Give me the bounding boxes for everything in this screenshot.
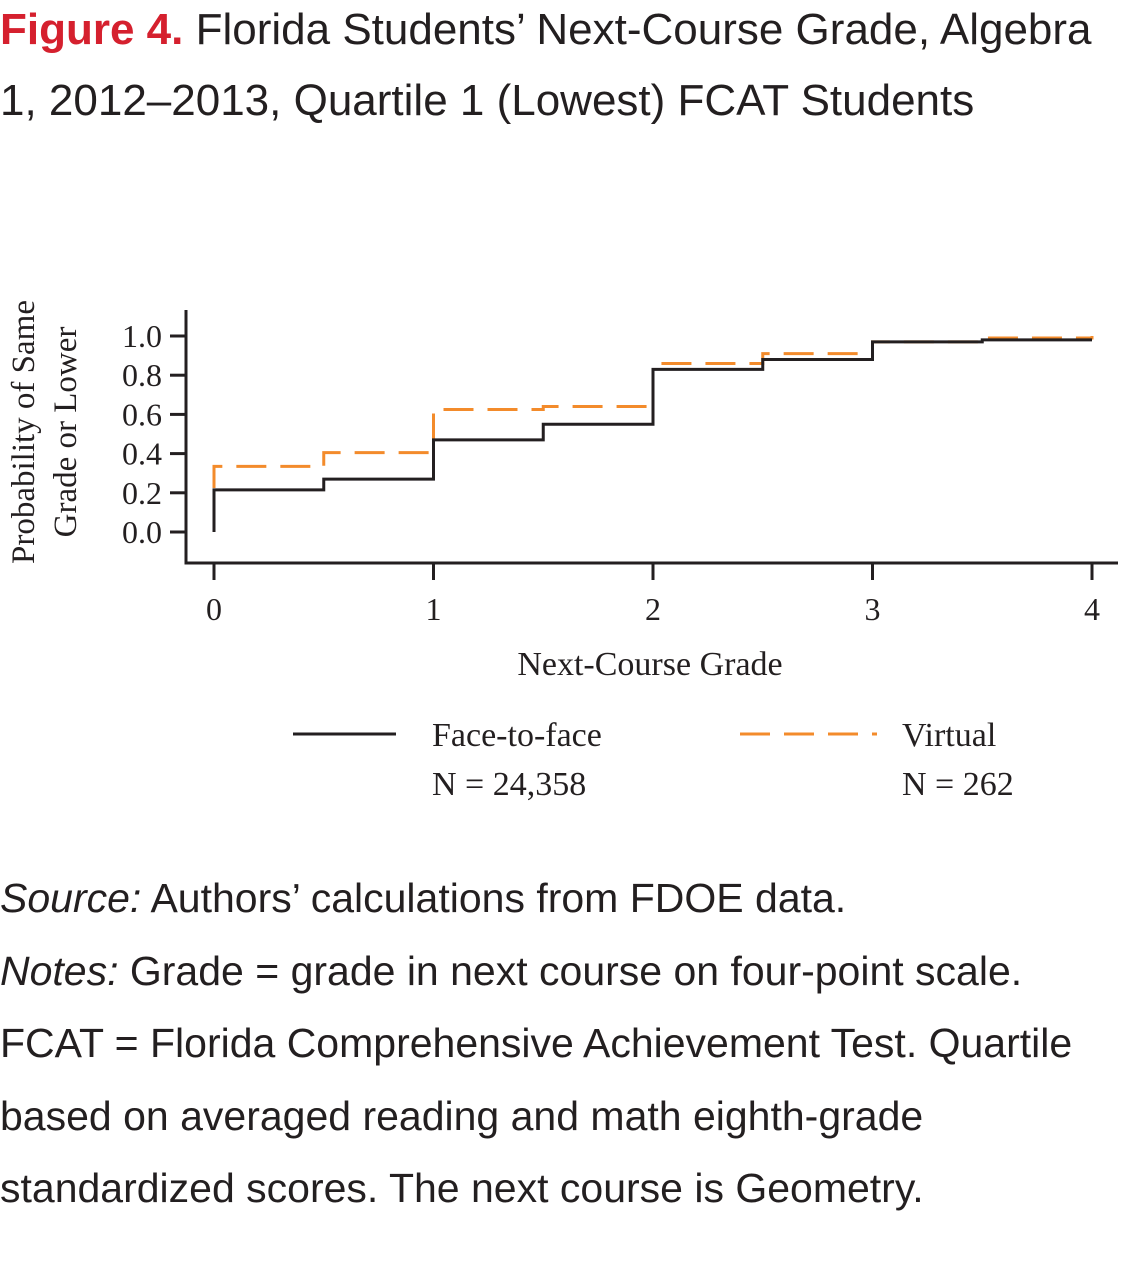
y-tick-label: 0.6 [122, 396, 162, 432]
notes: Source: Authors’ calculations from FDOE … [0, 862, 1122, 1225]
y-tick-label: 0.0 [122, 514, 162, 550]
source-label: Source: [0, 875, 142, 921]
series-line-virtual [212, 336, 1094, 532]
figure-title-text: Florida Students’ Next-Course Grade, Alg… [0, 5, 1092, 125]
y-tick-label: 1.0 [122, 318, 162, 354]
y-tick-label: 0.4 [122, 436, 162, 472]
legend-n-label: N = 262 [902, 766, 1014, 803]
y-tick-label: 0.8 [122, 357, 162, 393]
x-tick-label: 2 [645, 591, 661, 627]
y-axis-label-line: Grade or Lower [48, 327, 84, 538]
y-axis-label: Probability of Same Grade or Lower [6, 300, 84, 564]
axis-lines [184, 310, 1118, 565]
y-ticks: 0.00.20.4 0.60.81.0 [122, 318, 186, 550]
x-tick-label: 3 [865, 591, 881, 627]
source-text: Authors’ calculations from FDOE data. [141, 875, 847, 921]
notes-label: Notes: [0, 947, 119, 994]
legend: Face-to-face N = 24,358 Virtual N = 262 [293, 717, 1014, 803]
y-tick-label: 0.2 [122, 475, 162, 511]
notes-text: Grade = grade in next course on four-poi… [0, 947, 1073, 1212]
legend-label: Virtual [902, 717, 996, 754]
x-ticks: 0 1 2 3 4 [206, 563, 1100, 627]
x-tick-label: 4 [1084, 591, 1100, 627]
x-axis-label: Next-Course Grade [517, 646, 782, 683]
x-tick-label: 1 [426, 591, 442, 627]
figure-title: Figure 4. Florida Students’ Next-Course … [0, 0, 1110, 136]
axes [184, 310, 1118, 565]
x-tick-label: 0 [206, 591, 222, 627]
y-axis-label-line: Probability of Same [6, 300, 42, 564]
figure-label: Figure 4. [0, 5, 184, 54]
series-layer [212, 336, 1094, 532]
legend-n-label: N = 24,358 [432, 766, 586, 803]
chart: Probability of Same Grade or Lower 0.00.2… [6, 300, 1118, 803]
legend-label: Face-to-face [432, 717, 602, 754]
series-line-face-to-face [212, 338, 1092, 532]
